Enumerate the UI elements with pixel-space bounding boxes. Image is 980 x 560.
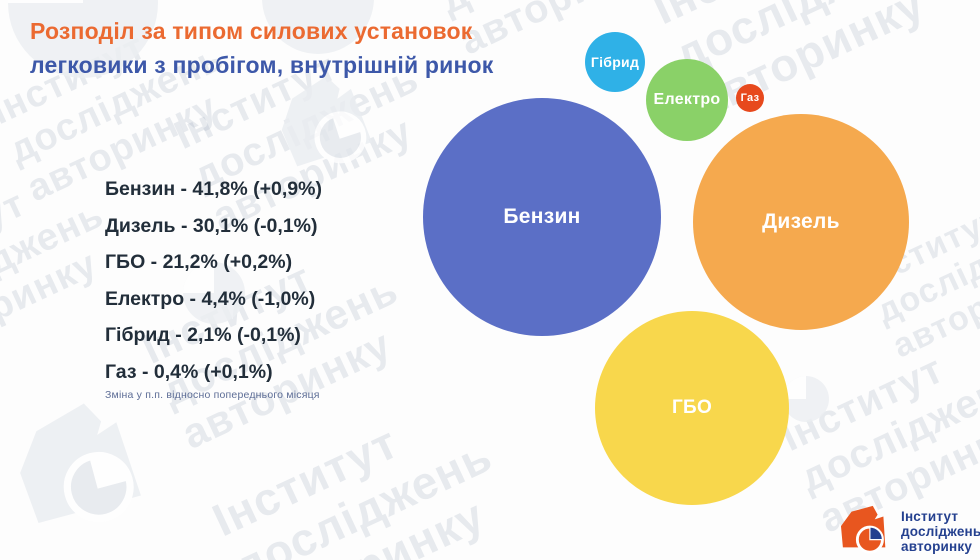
brand-logo-text: Інститут досліджень авторинку — [901, 509, 980, 554]
watermark-pie-icon — [783, 376, 829, 427]
watermark-pie-icon — [183, 262, 245, 329]
brand-car-pie-icon — [840, 503, 894, 560]
page-title: Розподіл за типом силових установок — [30, 18, 473, 44]
stat-line: Газ - 0,4% (+0,1%) — [105, 360, 273, 383]
bubble-gibryd: Гібрид — [585, 32, 645, 92]
bubble-benzyn: Бензин — [423, 98, 661, 336]
page-subtitle: легковики з пробігом, внутрішній ринок — [30, 52, 494, 78]
brand-logo-text-line: досліджень — [901, 524, 980, 540]
stat-line: Дизель - 30,1% (-0,1%) — [105, 214, 318, 237]
stat-line: Електро - 4,4% (-1,0%) — [105, 287, 316, 310]
bubble-elektro: Електро — [646, 59, 728, 141]
stats-footnote: Зміна у п.п. відносно попереднього місяц… — [105, 389, 320, 401]
watermark-pie-icon — [262, 0, 374, 59]
brand-logo-text-line: Інститут — [901, 509, 959, 525]
stat-line: Бензин - 41,8% (+0,9%) — [105, 178, 322, 200]
stat-line: ГБО - 21,2% (+0,2%) — [105, 251, 293, 274]
brand-logo: Інститут досліджень авторинку — [840, 503, 980, 560]
watermark-pie-icon — [8, 0, 158, 83]
title-block: Розподіл за типом силових установок легк… — [30, 14, 494, 82]
stats-list: Бензин - 41,8% (+0,9%) Дизель - 30,1% (-0… — [105, 171, 322, 391]
bubble-gbo: ГБО — [595, 311, 789, 505]
brand-logo-text-line: авторинку — [901, 539, 973, 555]
watermark-car-pie-icon — [267, 59, 393, 186]
watermark-car-pie-icon — [3, 383, 168, 549]
stat-line: Гібрид - 2,1% (-0,1%) — [105, 324, 301, 347]
bubble-dyzel: Дизель — [693, 114, 909, 330]
bubble-gaz: Газ — [736, 84, 764, 112]
